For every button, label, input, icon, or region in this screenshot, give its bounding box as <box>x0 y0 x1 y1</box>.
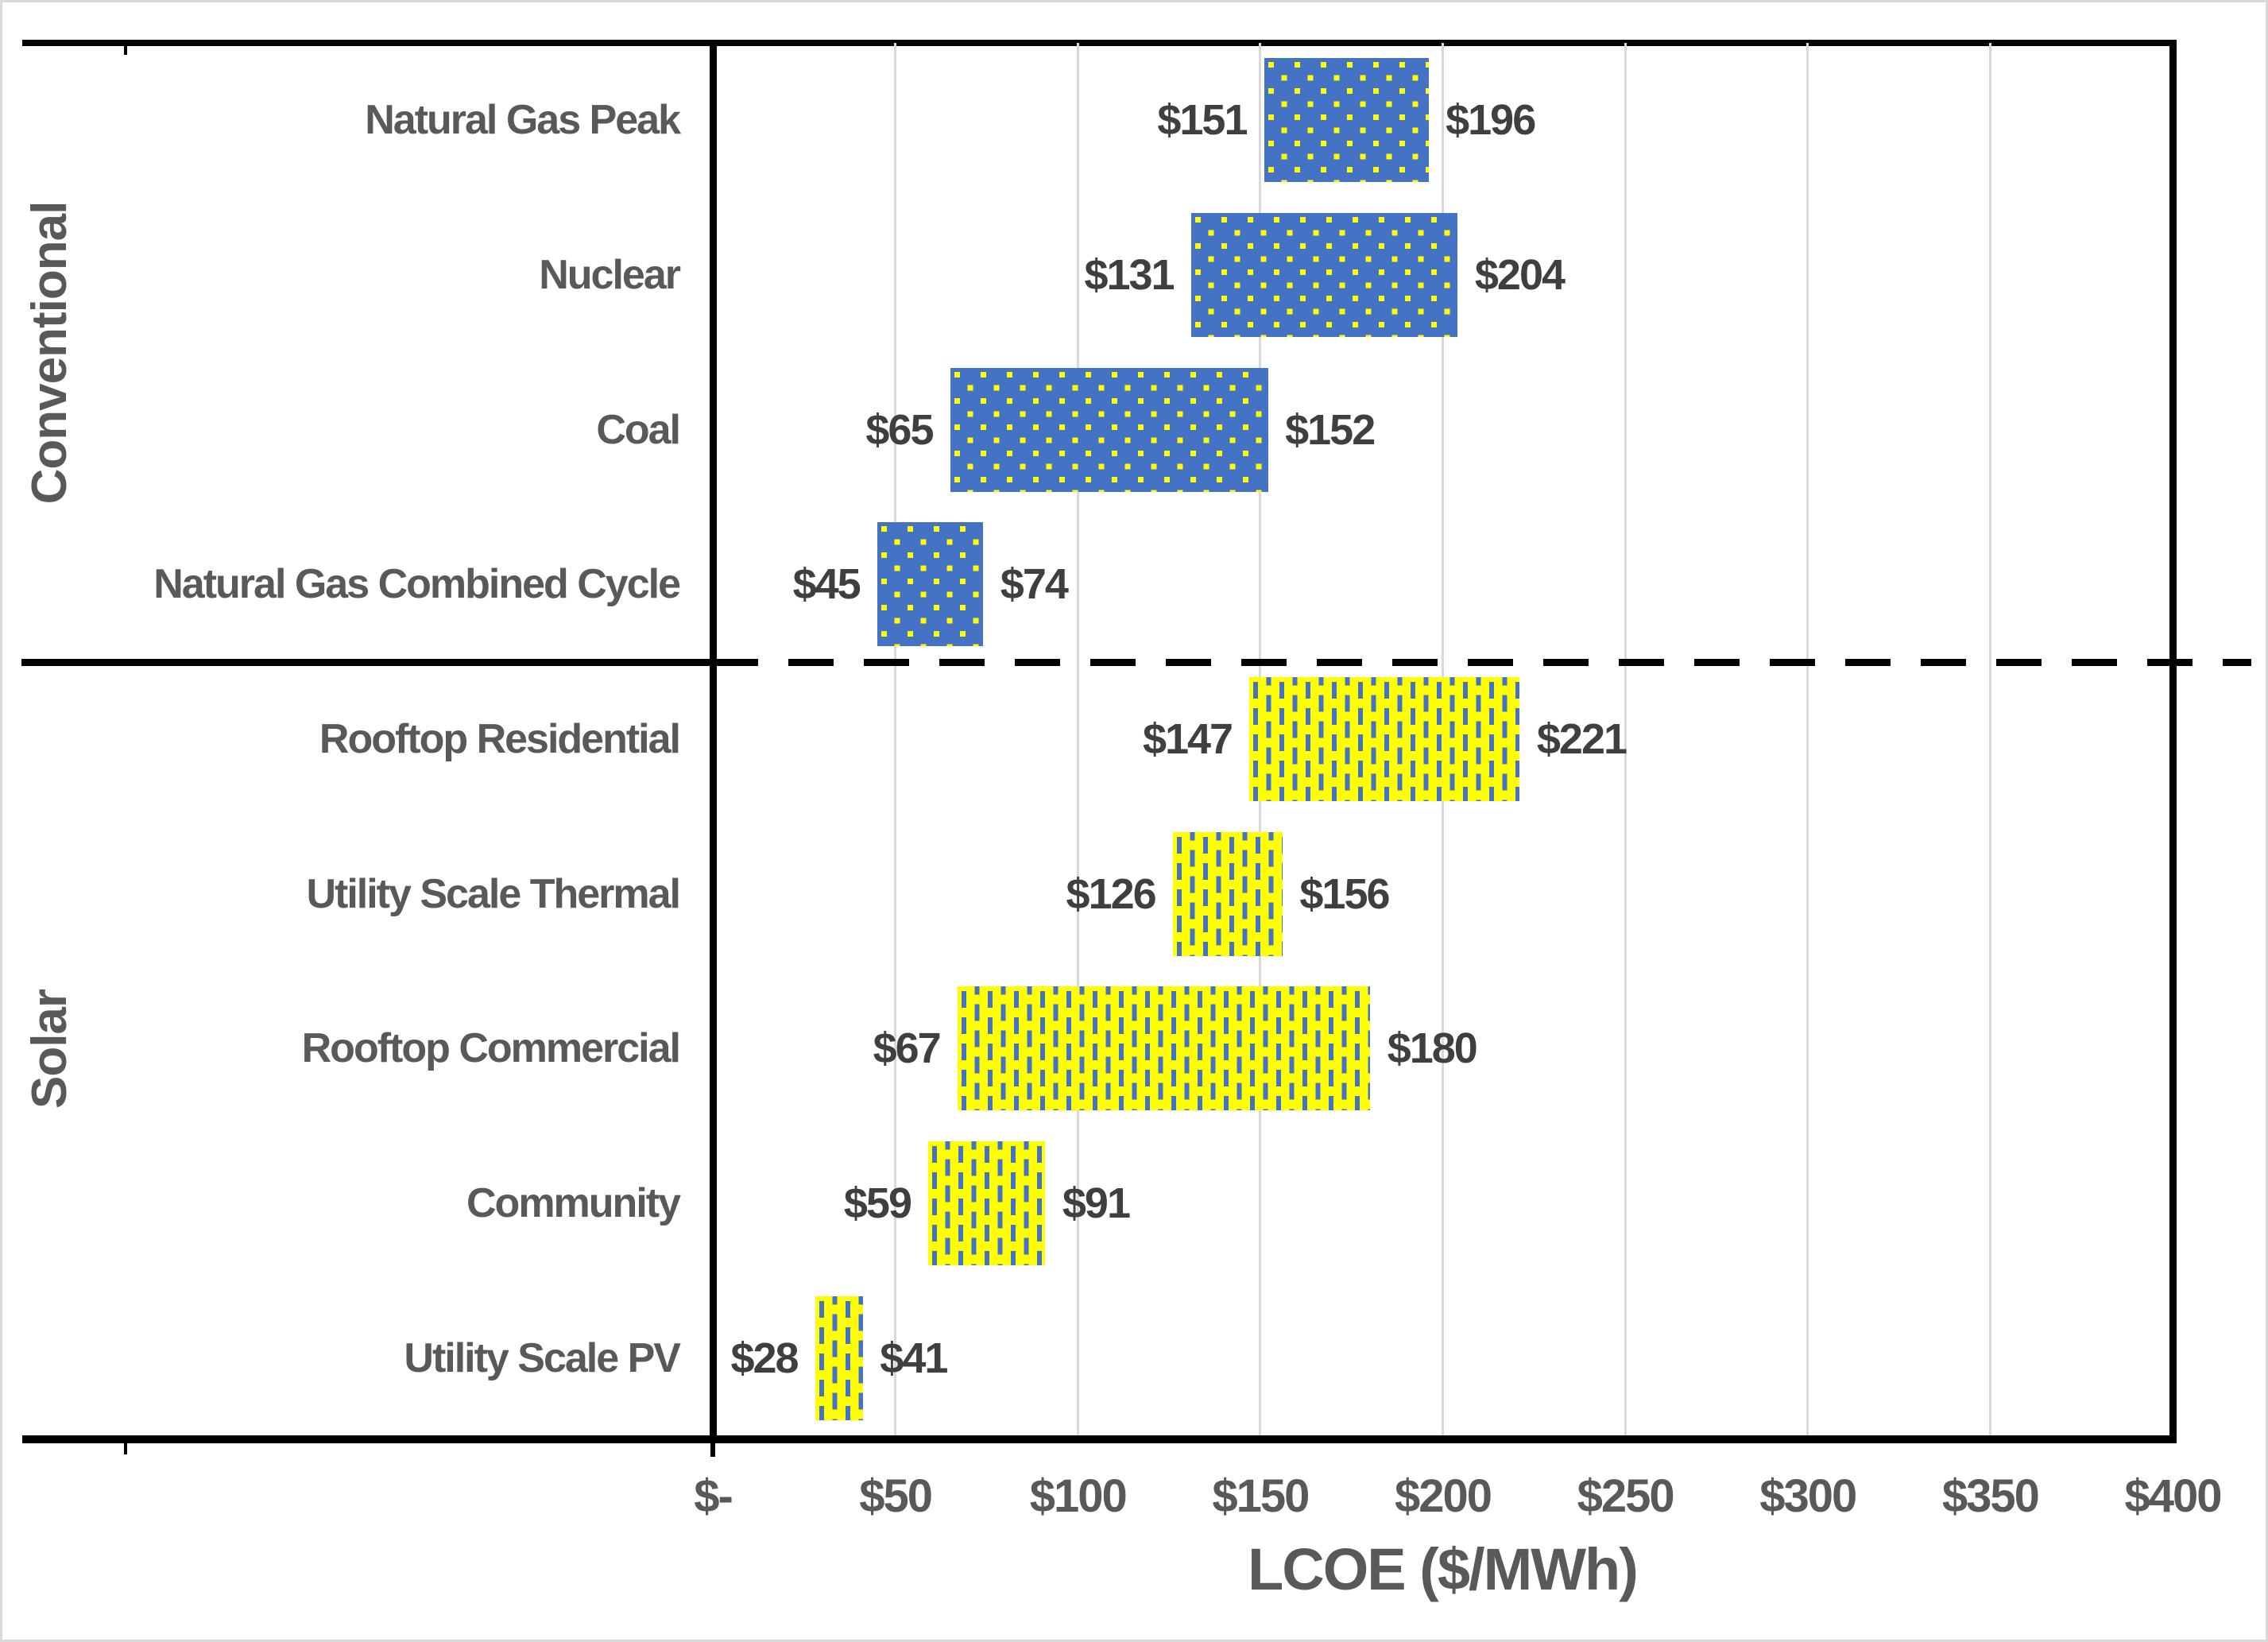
max-value-label: $204 <box>1474 251 1566 299</box>
category-label: Nuclear <box>539 252 681 298</box>
bottom-axis-tick-zero <box>710 1443 715 1457</box>
category-label: Natural Gas Combined Cycle <box>153 561 681 608</box>
range-bar-conventional <box>877 522 983 647</box>
max-value-label: $152 <box>1285 405 1376 454</box>
x-axis-title: LCOE ($/MWh) <box>1248 1536 1639 1602</box>
gridline-300 <box>1806 43 1809 1435</box>
plot-top-border <box>22 40 2177 46</box>
range-bar-conventional <box>1190 213 1457 337</box>
range-bar-solar <box>1249 677 1520 801</box>
category-label: Rooftop Residential <box>319 716 681 762</box>
max-value-label: $180 <box>1387 1024 1478 1073</box>
min-value-label: $131 <box>1084 251 1175 299</box>
category-label: Natural Gas Peak <box>365 97 681 144</box>
gridline-350 <box>1988 43 1991 1435</box>
plot-right-border <box>2169 40 2177 1443</box>
category-label: Utility Scale PV <box>404 1334 681 1381</box>
x-tick-label: $200 <box>1394 1470 1492 1522</box>
range-bar-solar <box>1172 831 1283 956</box>
min-value-label: $147 <box>1142 715 1233 763</box>
x-tick-label: $250 <box>1577 1470 1675 1522</box>
x-tick-label: $100 <box>1029 1470 1128 1522</box>
gridline-100 <box>1076 43 1079 1435</box>
group-label-conventional: Conventional <box>22 201 77 505</box>
x-tick-label: $150 <box>1212 1470 1310 1522</box>
max-value-label: $196 <box>1446 96 1536 145</box>
gridline-50 <box>894 43 897 1435</box>
min-value-label: $151 <box>1157 96 1248 145</box>
max-value-label: $74 <box>1000 560 1069 609</box>
category-label: Utility Scale Thermal <box>306 870 681 917</box>
range-bar-solar <box>957 986 1370 1111</box>
category-label: Coal <box>596 406 681 453</box>
max-value-label: $91 <box>1062 1179 1131 1227</box>
x-tick-label: $- <box>694 1470 733 1522</box>
x-tick-label: $50 <box>859 1470 933 1522</box>
range-bar-solar <box>815 1295 863 1420</box>
group-separator-solid <box>21 659 713 666</box>
min-value-label: $59 <box>843 1179 912 1227</box>
group-label-solar: Solar <box>22 989 77 1110</box>
gridline-250 <box>1624 43 1627 1435</box>
bottom-axis-tick-left <box>124 1443 127 1454</box>
min-value-label: $45 <box>792 560 861 609</box>
top-axis-tick <box>124 46 127 55</box>
min-value-label: $67 <box>873 1024 942 1073</box>
range-bar-conventional <box>1264 58 1429 183</box>
min-value-label: $126 <box>1066 869 1157 918</box>
range-bar-conventional <box>950 367 1268 492</box>
max-value-label: $156 <box>1299 869 1390 918</box>
value-axis-line <box>710 40 717 1443</box>
max-value-label: $221 <box>1536 715 1627 763</box>
max-value-label: $41 <box>880 1334 948 1382</box>
x-tick-label: $350 <box>1941 1470 2040 1522</box>
x-tick-label: $300 <box>1759 1470 1857 1522</box>
category-label: Community <box>466 1180 681 1226</box>
group-separator-dashed <box>713 659 2251 666</box>
plot-bottom-border-x-axis <box>22 1435 2177 1443</box>
range-bar-solar <box>928 1141 1045 1265</box>
category-label: Rooftop Commercial <box>301 1025 681 1072</box>
min-value-label: $28 <box>730 1334 799 1382</box>
min-value-label: $65 <box>865 405 934 454</box>
x-tick-label: $400 <box>2124 1470 2222 1522</box>
